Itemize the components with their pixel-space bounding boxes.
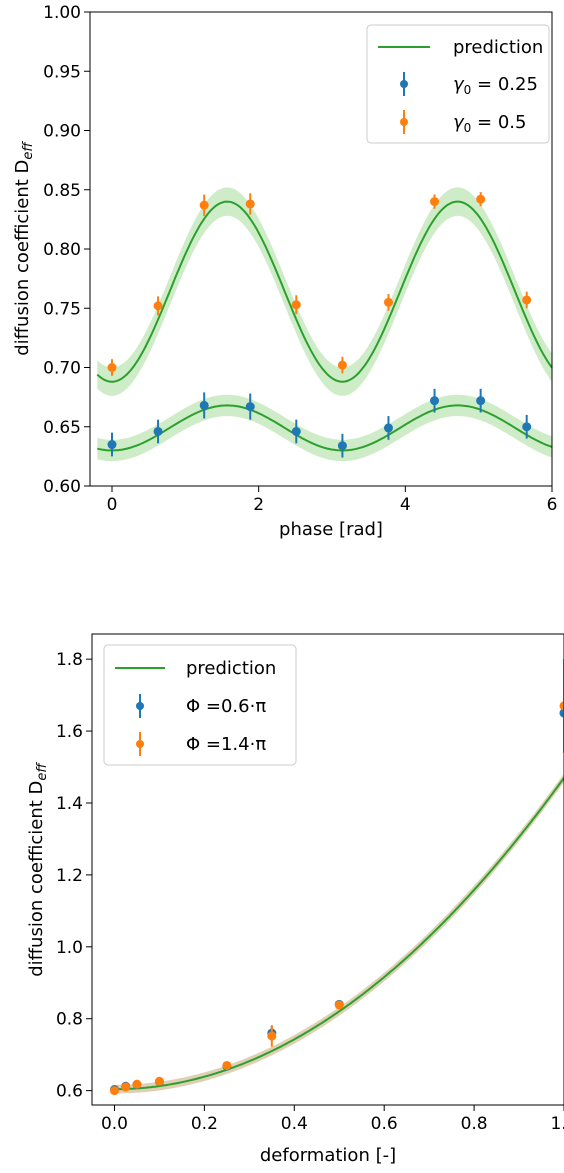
prediction-band — [114, 773, 564, 1094]
data-point — [121, 1082, 131, 1092]
x-tick-label: 0 — [107, 495, 118, 515]
legend: prediction γ0 = 0.25 γ0 = 0.5 — [366, 24, 550, 144]
data-point — [476, 194, 486, 204]
data-point — [337, 441, 347, 451]
legend-prediction-label: prediction — [453, 37, 543, 58]
prediction-line — [114, 777, 564, 1091]
x-tick-label: 2 — [253, 495, 264, 515]
x-tick-label: 1.0 — [550, 1114, 564, 1134]
y-tick-label: 0.65 — [43, 418, 81, 438]
data-point — [383, 297, 393, 307]
prediction-band — [97, 187, 553, 396]
data-point — [522, 422, 532, 432]
data-point — [559, 708, 564, 718]
x-tick-label: 6 — [547, 495, 558, 515]
y-tick-label: 1.0 — [56, 938, 83, 958]
legend-frame — [103, 644, 297, 766]
x-tick-label: 0.8 — [461, 1114, 488, 1134]
prediction-line — [97, 404, 553, 452]
data-point — [291, 300, 301, 310]
y-tick-label: 0.6 — [56, 1082, 83, 1102]
legend: prediction Φ =0.6·π Φ =1.4·π — [103, 644, 297, 766]
legend-series2-marker — [136, 740, 144, 748]
data-point — [430, 197, 440, 207]
legend-series1-marker — [136, 702, 144, 710]
data-point — [337, 360, 347, 370]
x-tick-label: 0.2 — [191, 1114, 218, 1134]
x-axis-label: phase [rad] — [279, 519, 383, 540]
data-point — [559, 701, 564, 711]
y-tick-label: 0.80 — [43, 240, 81, 260]
data-point — [222, 1060, 232, 1070]
data-point — [153, 301, 163, 311]
prediction-bands — [97, 187, 553, 462]
y-tick-label: 0.85 — [43, 181, 81, 201]
y-axis-label: diffusion coefficient Deff — [26, 762, 50, 977]
prediction-lines — [96, 200, 553, 452]
data-point — [154, 1076, 164, 1086]
data-point — [383, 423, 393, 433]
legend-series1-label: γ0 = 0.25 — [453, 74, 538, 97]
y-axis-label: diffusion coefficient Deff — [12, 141, 36, 356]
axes-frame — [91, 633, 564, 1106]
y-tick-label: 0.70 — [43, 359, 81, 379]
legend-series2-marker — [400, 118, 408, 126]
deformation-chart: 0.00.20.40.60.81.00.60.81.01.21.41.61.8 … — [26, 633, 564, 1166]
data-point — [334, 1000, 344, 1010]
phase-chart: 0 2 4 6 0.60 0.65 0.70 0.75 0.80 0.85 0.90 0.95 1.00… — [12, 3, 557, 540]
prediction-band — [97, 394, 553, 462]
data-point — [199, 200, 209, 210]
data-point — [199, 400, 209, 410]
data-point — [291, 426, 301, 436]
y-tick-label: 1.8 — [56, 650, 83, 670]
legend-series1-marker — [400, 80, 408, 88]
prediction-band — [114, 773, 564, 1094]
data-point — [132, 1079, 142, 1089]
legend-series1-label: Φ =0.6·π — [186, 696, 266, 717]
legend-series2-label: Φ =1.4·π — [186, 734, 266, 755]
x-axis-label: deformation [-] — [260, 1145, 396, 1166]
axis-ticks: 0 2 4 6 0.60 0.65 0.70 0.75 0.80 0.85 0.90 0.95 1.00 — [43, 3, 557, 515]
y-tick-label: 0.95 — [43, 62, 81, 82]
x-tick-label: 0.0 — [101, 1114, 128, 1134]
axis-ticks: 0.0 0.2 0.4 0.6 0.8 1.0 0.6 0.8 1.0 1.2 1.4 1.6 1.8 — [56, 650, 564, 1134]
legend-prediction-label: prediction — [186, 658, 276, 679]
legend-series2-label: γ0 = 0.5 — [453, 112, 526, 135]
y-tick-label: 1.6 — [56, 722, 83, 742]
data-point — [476, 396, 486, 406]
y-tick-label: 1.4 — [56, 794, 83, 814]
y-tick-label: 1.2 — [56, 866, 83, 886]
data-point — [245, 199, 255, 209]
x-tick-label: 0.6 — [371, 1114, 398, 1134]
y-tick-label: 0.90 — [43, 122, 81, 142]
prediction-line — [114, 777, 564, 1091]
data-point — [522, 295, 532, 305]
data-point — [267, 1031, 277, 1041]
data-point — [153, 426, 163, 436]
x-tick-label: 0.4 — [281, 1114, 308, 1134]
y-tick-label: 0.75 — [43, 299, 81, 319]
y-tick-label: 0.8 — [56, 1010, 83, 1030]
legend-frame — [366, 24, 550, 144]
y-tick-label: 1.00 — [43, 3, 81, 23]
data-point — [109, 1086, 119, 1096]
data-point — [245, 402, 255, 412]
data-point — [107, 363, 117, 372]
prediction-line — [96, 200, 553, 383]
data-points — [107, 192, 532, 458]
x-tick-label: 4 — [400, 495, 411, 515]
data-point — [430, 396, 440, 406]
data-point — [107, 440, 117, 450]
data-points — [109, 659, 564, 1096]
y-tick-label: 0.60 — [43, 477, 81, 497]
